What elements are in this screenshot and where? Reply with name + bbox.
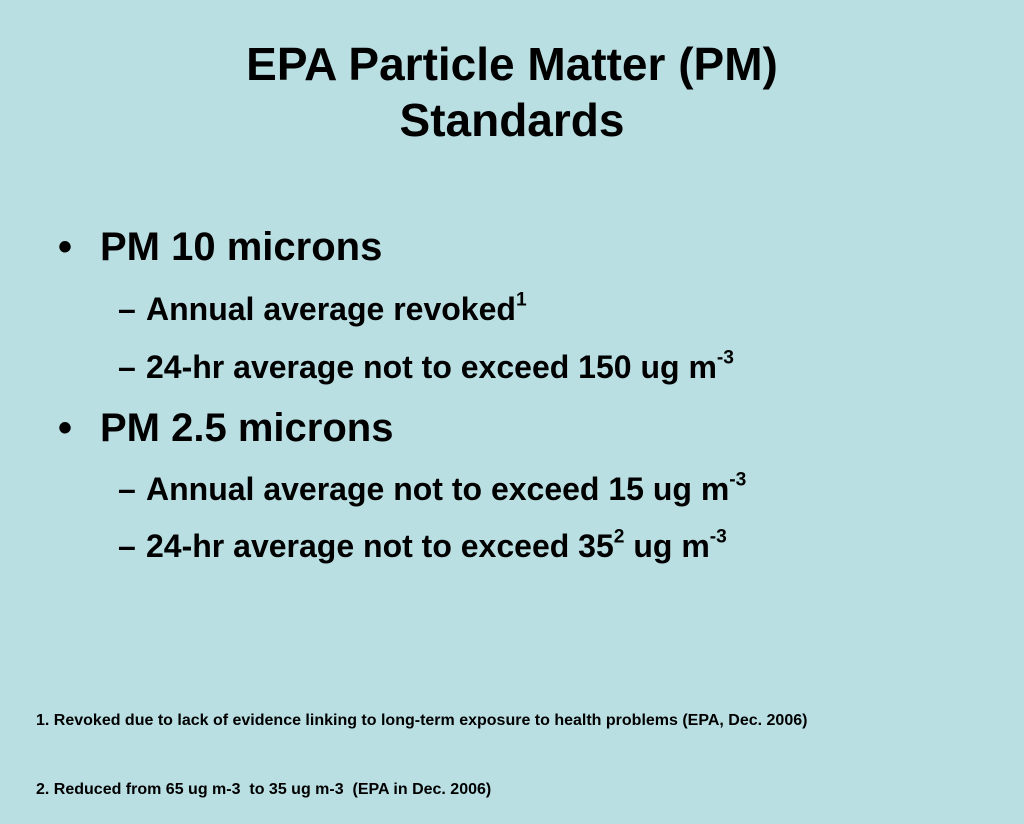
sub-bullet-text: Annual average revoked [146,291,516,327]
sub-bullet-pm10-annual: – Annual average revoked1 [118,289,527,329]
sub-bullet-text: Annual average not to exceed 15 ug m [146,471,730,507]
bullet-pm10: • PM 10 microns [58,223,382,271]
footnote-ref: 2 [613,526,625,548]
bullet-marker: • [58,406,73,450]
slide-title-line-2: Standards [399,94,625,146]
bullet-label: PM 10 microns [100,225,383,269]
slide-title-line-1: EPA Particle Matter (PM) [246,38,778,90]
sub-bullet-text: 24-hr average not to exceed 35 [146,528,614,564]
exponent: -3 [709,526,727,548]
footnotes: 1. Revoked due to lack of evidence linki… [36,663,807,824]
footnote-1: 1. Revoked due to lack of evidence linki… [36,712,808,729]
sub-bullet-pm10-24hr: –24-hr average not to exceed 150 ug m-3 [118,347,734,387]
bullet-list: • PM 10 microns – Annual average revoked1 … [58,223,746,566]
exponent: -3 [729,469,747,491]
exponent: -3 [716,347,734,369]
bullet-pm25: • PM 2.5 microns [58,404,393,452]
sub-bullet-tail: ug m [624,528,710,564]
slide-title: EPA Particle Matter (PM) Standards [0,36,1024,148]
bullet-label: PM 2.5 microns [100,406,394,450]
bullet-marker: • [58,225,73,269]
sub-bullet-marker: – [118,528,136,564]
sub-bullet-pm25-24hr: –24-hr average not to exceed 352 ug m-3 [118,526,727,566]
sub-bullet-marker: – [118,291,136,327]
footnote-ref: 1 [515,289,527,311]
sub-bullet-pm25-annual: – Annual average not to exceed 15 ug m-3 [118,469,746,509]
sub-bullet-marker: – [118,471,136,507]
sub-bullet-text: 24-hr average not to exceed 150 ug m [146,349,717,385]
footnote-2: 2. Reduced from 65 ug m-3 to 35 ug m-3 (… [36,781,492,798]
sub-bullet-marker: – [118,349,136,385]
